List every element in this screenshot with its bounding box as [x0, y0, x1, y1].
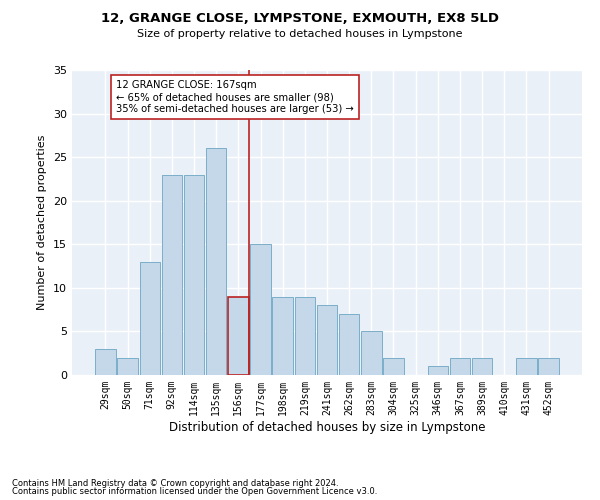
Bar — [140, 262, 160, 375]
Y-axis label: Number of detached properties: Number of detached properties — [37, 135, 47, 310]
Text: Contains public sector information licensed under the Open Government Licence v3: Contains public sector information licen… — [12, 487, 377, 496]
Bar — [361, 332, 382, 375]
X-axis label: Distribution of detached houses by size in Lympstone: Distribution of detached houses by size … — [169, 420, 485, 434]
Bar — [516, 358, 536, 375]
Bar — [538, 358, 559, 375]
Text: Contains HM Land Registry data © Crown copyright and database right 2024.: Contains HM Land Registry data © Crown c… — [12, 478, 338, 488]
Text: 12, GRANGE CLOSE, LYMPSTONE, EXMOUTH, EX8 5LD: 12, GRANGE CLOSE, LYMPSTONE, EXMOUTH, EX… — [101, 12, 499, 26]
Bar — [161, 174, 182, 375]
Bar — [428, 366, 448, 375]
Bar — [184, 174, 204, 375]
Bar — [295, 296, 315, 375]
Bar — [250, 244, 271, 375]
Bar — [206, 148, 226, 375]
Bar — [272, 296, 293, 375]
Bar — [383, 358, 404, 375]
Text: 12 GRANGE CLOSE: 167sqm
← 65% of detached houses are smaller (98)
35% of semi-de: 12 GRANGE CLOSE: 167sqm ← 65% of detache… — [116, 80, 354, 114]
Bar — [118, 358, 138, 375]
Bar — [95, 349, 116, 375]
Bar — [228, 296, 248, 375]
Bar — [450, 358, 470, 375]
Bar — [472, 358, 493, 375]
Bar — [317, 306, 337, 375]
Bar — [339, 314, 359, 375]
Text: Size of property relative to detached houses in Lympstone: Size of property relative to detached ho… — [137, 29, 463, 39]
